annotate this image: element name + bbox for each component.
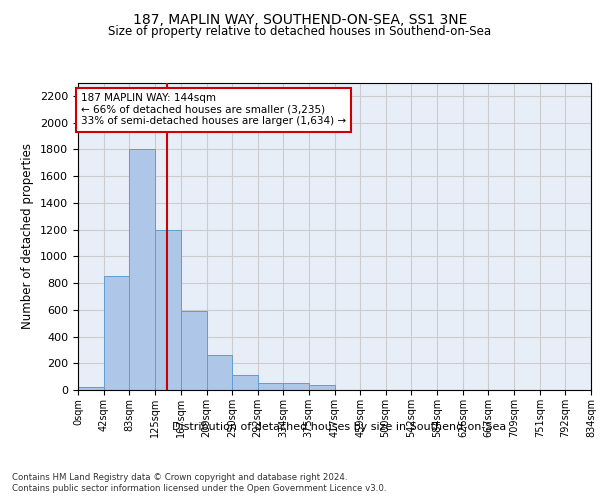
Bar xyxy=(155,230,181,390)
Text: Distribution of detached houses by size in Southend-on-Sea: Distribution of detached houses by size … xyxy=(172,422,506,432)
Bar xyxy=(129,150,155,390)
Text: 187 MAPLIN WAY: 144sqm
← 66% of detached houses are smaller (3,235)
33% of semi-: 187 MAPLIN WAY: 144sqm ← 66% of detached… xyxy=(81,93,346,126)
Bar xyxy=(232,374,257,390)
Text: Contains HM Land Registry data © Crown copyright and database right 2024.: Contains HM Land Registry data © Crown c… xyxy=(12,472,347,482)
Bar xyxy=(308,386,335,390)
Text: 187, MAPLIN WAY, SOUTHEND-ON-SEA, SS1 3NE: 187, MAPLIN WAY, SOUTHEND-ON-SEA, SS1 3N… xyxy=(133,12,467,26)
Y-axis label: Number of detached properties: Number of detached properties xyxy=(22,143,34,329)
Text: Size of property relative to detached houses in Southend-on-Sea: Size of property relative to detached ho… xyxy=(109,25,491,38)
Bar xyxy=(181,311,206,390)
Text: Contains public sector information licensed under the Open Government Licence v3: Contains public sector information licen… xyxy=(12,484,386,493)
Bar xyxy=(257,384,283,390)
Bar xyxy=(78,386,104,390)
Bar xyxy=(206,355,232,390)
Bar xyxy=(104,276,130,390)
Bar xyxy=(283,384,309,390)
